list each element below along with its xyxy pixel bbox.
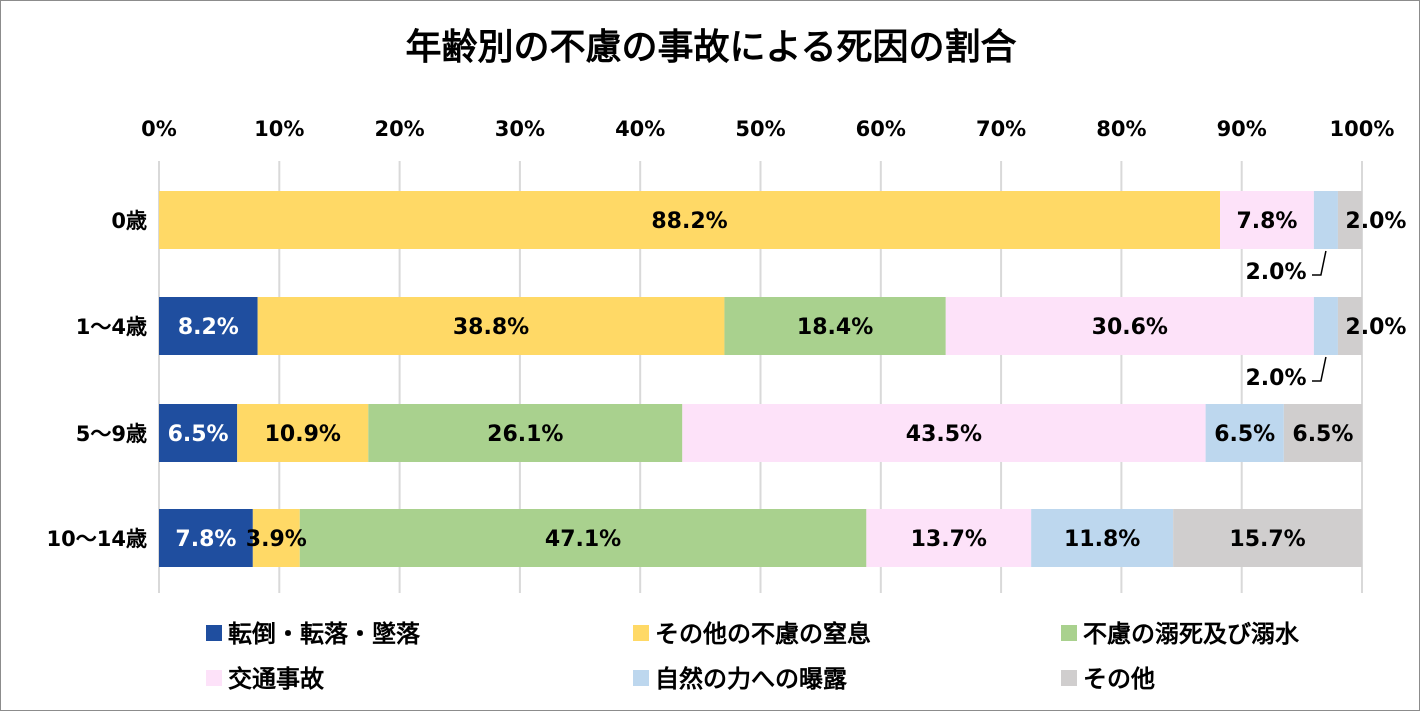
legend-swatch (633, 625, 649, 641)
bar-segment (159, 191, 1221, 249)
bar-segment (682, 404, 1206, 462)
x-tick-label: 0% (141, 117, 177, 141)
x-tick-label: 100% (1330, 117, 1395, 141)
data-label: 8.2% (178, 315, 239, 340)
legend-label: 自然の力への曝露 (655, 665, 848, 693)
data-label: 13.7% (911, 527, 987, 552)
category-label: 5～9歳 (76, 422, 147, 446)
bar-segment (1220, 191, 1314, 249)
bar-segment (724, 297, 946, 355)
x-tick-label: 40% (615, 117, 665, 141)
bar-segment (1173, 509, 1362, 567)
x-tick-label: 60% (856, 117, 906, 141)
x-tick-label: 10% (254, 117, 304, 141)
legend-swatch (1061, 670, 1077, 686)
data-label: 38.8% (453, 315, 529, 340)
data-label: 7.8% (1236, 209, 1297, 234)
bar-segment (1313, 297, 1338, 355)
bar-segment (1205, 404, 1284, 462)
data-label: 6.5% (168, 422, 229, 447)
bar-segment (159, 509, 253, 567)
legend-label: その他 (1083, 665, 1155, 693)
x-tick-label: 80% (1096, 117, 1146, 141)
data-label: 7.8% (175, 527, 236, 552)
bar-segment (1337, 297, 1362, 355)
data-label: 15.7% (1229, 527, 1305, 552)
category-label: 1～4歳 (76, 315, 147, 339)
bar-segment (866, 509, 1032, 567)
data-label: 88.2% (651, 209, 727, 234)
legend-label: 交通事故 (228, 665, 325, 693)
bar-segment (368, 404, 683, 462)
bar-segment (159, 404, 238, 462)
legend-swatch (633, 670, 649, 686)
data-label: 3.9% (246, 527, 307, 552)
data-label: 10.9% (265, 422, 341, 447)
bar-segment (1283, 404, 1362, 462)
legend-label: 不慮の溺死及び溺水 (1083, 620, 1300, 648)
bar-segment (237, 404, 369, 462)
bar-segment (1337, 191, 1362, 249)
data-label: 47.1% (545, 527, 621, 552)
bar-segment (159, 297, 258, 355)
legend-swatch (206, 625, 222, 641)
legend-label: その他の不慮の窒息 (655, 620, 871, 648)
chart-title: 年齢別の不慮の事故による死因の割合 (406, 27, 1017, 68)
category-label: 0歳 (111, 209, 147, 233)
data-label: 2.0% (1245, 366, 1306, 391)
x-tick-label: 20% (374, 117, 424, 141)
x-tick-label: 50% (735, 117, 785, 141)
data-label: 2.0% (1245, 260, 1306, 285)
bar-segment (257, 297, 725, 355)
category-label: 10～14歳 (47, 527, 147, 551)
leader-line (1312, 250, 1327, 276)
leader-line (1312, 356, 1327, 382)
bar-segment (1313, 191, 1338, 249)
x-tick-label: 70% (976, 117, 1026, 141)
data-label: 6.5% (1214, 422, 1275, 447)
data-label: 43.5% (906, 422, 982, 447)
data-label: 11.8% (1064, 527, 1140, 552)
data-label: 2.0% (1345, 209, 1406, 234)
data-label: 2.0% (1345, 315, 1406, 340)
bar-segment (945, 297, 1314, 355)
bar-segment (1031, 509, 1174, 567)
legend-swatch (206, 670, 222, 686)
legend-label: 転倒・転落・墜落 (228, 620, 421, 648)
data-label: 26.1% (487, 422, 563, 447)
legend-swatch (1061, 625, 1077, 641)
x-tick-label: 30% (495, 117, 545, 141)
bar-segment (299, 509, 867, 567)
data-label: 6.5% (1292, 422, 1353, 447)
data-label: 30.6% (1092, 315, 1168, 340)
data-label: 18.4% (797, 315, 873, 340)
x-tick-label: 90% (1217, 117, 1267, 141)
bar-segment (252, 509, 300, 567)
